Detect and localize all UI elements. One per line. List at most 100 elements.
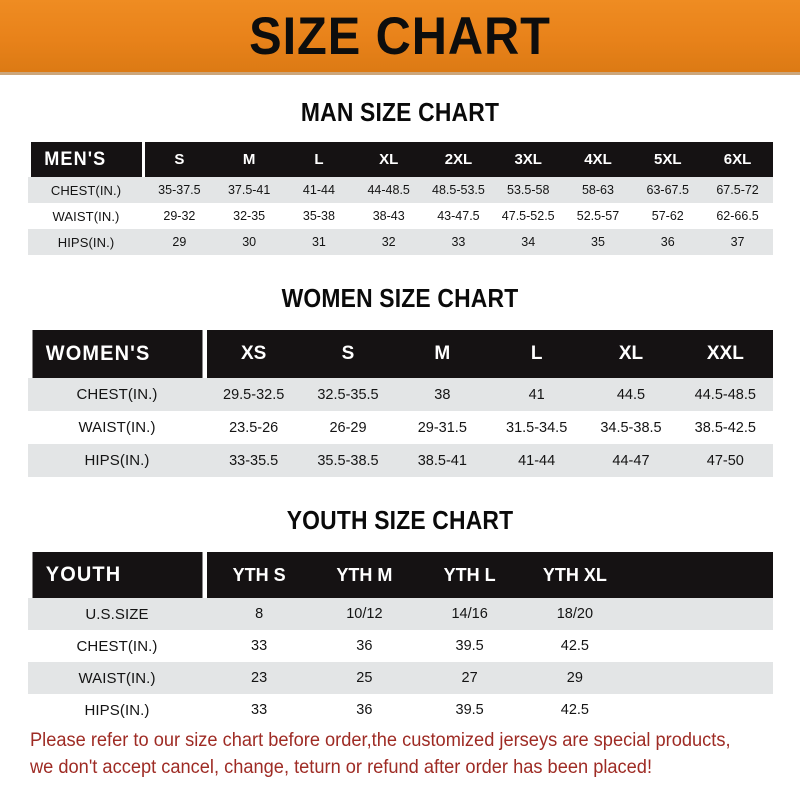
table-cell: 58-63 [563,177,633,203]
spacer [0,255,800,283]
youth-col-header: YTH L [417,552,523,598]
banner-underline [0,72,800,75]
table-cell-filler [627,630,773,662]
table-cell: 29 [522,662,628,694]
women-col-header: L [489,330,584,378]
table-cell: 32 [353,229,424,255]
table-cell: 33 [206,694,312,726]
men-size-table: MEN'S S M L XL 2XL 3XL 4XL 5XL 6XL CHEST… [27,142,773,255]
table-cell: 32-35 [214,203,285,229]
row-label: HIPS(IN.) [27,229,145,255]
table-cell: 41-44 [489,444,584,477]
spacer [0,128,800,142]
table-header-row: YOUTH YTH S YTH M YTH L YTH XL [28,552,773,598]
youth-col-header: YTH XL [522,552,628,598]
table-cell: 38.5-42.5 [678,411,773,444]
men-col-header: S [144,142,215,177]
table-cell: 32.5-35.5 [300,378,396,411]
table-cell: 43-47.5 [423,203,494,229]
table-cell: 35 [563,229,633,255]
table-row: WAIST(IN.) 23 25 27 29 [27,662,773,694]
footer-disclaimer: Please refer to our size chart before or… [30,727,748,782]
table-row: HIPS(IN.) 33-35.5 35.5-38.5 38.5-41 41-4… [27,444,773,477]
row-label: CHEST(IN.) [27,378,207,411]
table-cell: 37.5-41 [214,177,285,203]
table-cell: 8 [206,598,312,630]
men-col-header: 6XL [702,142,773,177]
row-label: HIPS(IN.) [27,694,207,726]
table-cell: 38 [395,378,490,411]
table-cell: 42.5 [522,630,628,662]
youth-col-header: YTH M [311,552,417,598]
table-cell-filler [627,662,773,694]
table-cell: 41-44 [284,177,354,203]
row-label: HIPS(IN.) [27,444,207,477]
footer-line-1: Please refer to our size chart before or… [30,729,731,751]
table-row: HIPS(IN.) 29 30 31 32 33 34 35 36 37 [27,229,773,255]
table-row: HIPS(IN.) 33 36 39.5 42.5 [27,694,773,726]
table-cell-filler [627,694,773,726]
table-cell: 44-47 [583,444,679,477]
table-cell: 62-66.5 [702,203,773,229]
table-cell: 27 [417,662,523,694]
women-size-table: WOMEN'S XS S M L XL XXL CHEST(IN.) 29.5-… [27,330,773,477]
youth-table-body: U.S.SIZE 8 10/12 14/16 18/20 CHEST(IN.) … [27,598,773,726]
footer-line-2: we don't accept cancel, change, teturn o… [30,757,653,779]
men-col-header: 2XL [423,142,494,177]
table-cell: 34.5-38.5 [583,411,679,444]
spacer [0,477,800,505]
women-table-body: CHEST(IN.) 29.5-32.5 32.5-35.5 38 41 44.… [27,378,773,477]
table-cell: 36 [311,694,417,726]
table-cell: 33-35.5 [206,444,301,477]
table-cell: 33 [206,630,312,662]
table-cell: 38.5-41 [395,444,490,477]
table-cell: 29-32 [144,203,215,229]
table-cell: 47.5-52.5 [493,203,564,229]
youth-col-header: YTH S [206,552,312,598]
table-cell: 38-43 [353,203,424,229]
table-cell: 44.5 [583,378,679,411]
row-label: CHEST(IN.) [27,177,145,203]
youth-col-filler [627,552,773,598]
women-col-header: XS [206,330,301,378]
table-cell: 39.5 [417,630,523,662]
table-cell: 26-29 [300,411,396,444]
women-table-head: WOMEN'S XS S M L XL XXL [28,330,773,378]
table-row: WAIST(IN.) 29-32 32-35 35-38 38-43 43-47… [27,203,773,229]
row-label: WAIST(IN.) [27,662,207,694]
men-col-header: L [284,142,354,177]
section-title-women: WOMEN SIZE CHART [281,283,519,313]
row-label: WAIST(IN.) [27,411,207,444]
table-cell: 52.5-57 [563,203,633,229]
row-label: CHEST(IN.) [27,630,207,662]
table-cell: 44.5-48.5 [678,378,773,411]
table-row: CHEST(IN.) 35-37.5 37.5-41 41-44 44-48.5… [27,177,773,203]
women-col-header: S [300,330,396,378]
men-col-header: 5XL [632,142,703,177]
table-cell: 35-37.5 [144,177,215,203]
table-cell: 37 [702,229,773,255]
table-cell: 34 [493,229,564,255]
table-row: WAIST(IN.) 23.5-26 26-29 29-31.5 31.5-34… [27,411,773,444]
row-label: WAIST(IN.) [27,203,145,229]
row-label: U.S.SIZE [27,598,207,630]
table-cell: 47-50 [678,444,773,477]
table-cell: 42.5 [522,694,628,726]
women-col-header: M [395,330,490,378]
table-cell: 14/16 [417,598,523,630]
table-row: U.S.SIZE 8 10/12 14/16 18/20 [27,598,773,630]
section-title-youth: YOUTH SIZE CHART [286,505,514,535]
youth-row-head-label: YOUTH [31,552,203,598]
table-cell: 35-38 [284,203,354,229]
men-col-header: 4XL [563,142,633,177]
table-cell: 36 [311,630,417,662]
table-cell: 39.5 [417,694,523,726]
table-cell: 41 [489,378,584,411]
table-cell: 48.5-53.5 [423,177,494,203]
table-cell: 36 [632,229,703,255]
men-table-head: MEN'S S M L XL 2XL 3XL 4XL 5XL 6XL [28,142,773,177]
youth-table-head: YOUTH YTH S YTH M YTH L YTH XL [28,552,773,598]
table-cell: 33 [423,229,494,255]
women-col-header: XL [583,330,679,378]
table-cell: 67.5-72 [702,177,773,203]
